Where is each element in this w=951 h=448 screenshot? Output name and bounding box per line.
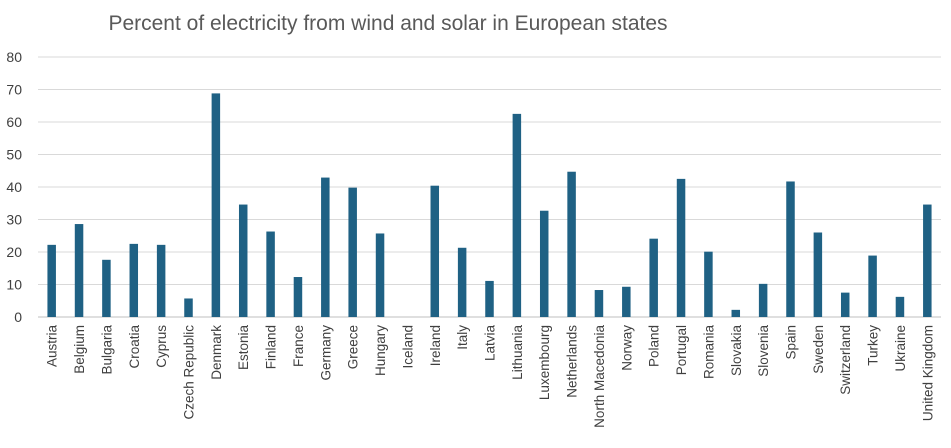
bar-austria: [47, 244, 56, 317]
bar-cyprus: [156, 244, 166, 317]
x-tick-label: United Kingdom: [920, 325, 935, 421]
x-tick-label: Ireland: [428, 325, 443, 366]
bars: [47, 93, 932, 318]
bar-slovakia: [731, 309, 741, 317]
bar-hungary: [375, 233, 385, 317]
x-tick-label: Cyprus: [154, 325, 169, 368]
x-tick-label: France: [291, 325, 306, 367]
x-tick-label: Luxembourg: [537, 325, 552, 400]
x-tick-label: Turkey: [866, 325, 881, 366]
y-tick-label: 10: [6, 277, 22, 293]
chart-title: Percent of electricity from wind and sol…: [108, 12, 668, 35]
bar-slovenia: [758, 283, 768, 317]
x-tick-label: Poland: [647, 325, 662, 367]
y-axis-ticks: 0 10 20 30 40 50 60 70 80: [6, 49, 22, 325]
x-tick-label: Hungary: [373, 325, 388, 376]
bar-lithuania: [512, 113, 522, 317]
x-tick-label: Iceland: [400, 325, 415, 369]
bar-croatia: [129, 243, 139, 317]
bar-turkey: [868, 255, 877, 317]
bar-finland: [266, 231, 275, 317]
x-tick-label: Latvia: [483, 325, 498, 362]
bar-czech-republic: [184, 298, 193, 317]
x-tick-label: Portugal: [674, 325, 689, 375]
x-tick-label: Austria: [45, 325, 60, 368]
x-tick-label: North Macedonia: [592, 325, 607, 428]
bar-portugal: [676, 178, 686, 317]
bar-bulgaria: [102, 259, 111, 317]
y-tick-label: 30: [6, 212, 22, 228]
y-tick-label: 20: [6, 244, 22, 260]
x-axis-ticks: Austria Belgium Bulgaria Croatia Cyprus Czech…: [45, 325, 936, 428]
x-tick-label: Czech Republic: [182, 325, 197, 420]
x-tick-label: Lithuania: [510, 325, 525, 380]
bar-luxembourg: [539, 210, 549, 317]
x-tick-label: Netherlands: [565, 325, 580, 398]
x-tick-label: Romania: [701, 325, 716, 380]
x-tick-label: Norway: [619, 325, 634, 371]
bar-romania: [704, 251, 713, 317]
gridlines: [38, 56, 941, 318]
bar-norway: [622, 286, 631, 317]
x-tick-label: Spain: [784, 325, 799, 360]
x-tick-label: Ukraine: [893, 325, 908, 372]
bar-poland: [649, 238, 658, 317]
bar-switzerland: [840, 292, 850, 317]
bar-latvia: [485, 280, 494, 317]
y-tick-label: 50: [6, 147, 22, 163]
x-tick-label: Greece: [346, 325, 361, 369]
x-tick-label: Denmark: [209, 325, 224, 380]
bar-ukraine: [895, 296, 905, 317]
bar-denmark: [211, 93, 221, 318]
bar-belgium: [74, 224, 84, 317]
x-tick-label: Bulgaria: [99, 325, 114, 375]
y-tick-label: 70: [6, 82, 22, 98]
x-tick-label: Estonia: [236, 325, 251, 371]
x-tick-label: Belgium: [72, 325, 87, 374]
y-tick-label: 0: [14, 309, 22, 325]
bar-united-kingdom: [923, 204, 932, 317]
x-tick-label: Switzerland: [838, 325, 853, 395]
bar-sweden: [813, 232, 823, 317]
x-tick-label: Croatia: [127, 325, 142, 369]
x-tick-label: Slovenia: [756, 325, 771, 377]
bar-ireland: [430, 185, 440, 317]
x-tick-label: Finland: [264, 325, 279, 369]
bar-spain: [786, 181, 795, 317]
bar-italy: [457, 247, 467, 317]
x-tick-label: Slovakia: [729, 325, 744, 377]
bar-germany: [321, 177, 330, 317]
y-tick-label: 40: [6, 179, 22, 195]
bar-north-macedonia: [594, 290, 604, 317]
y-tick-label: 80: [6, 49, 22, 65]
x-tick-label: Italy: [455, 325, 470, 350]
bar-greece: [348, 187, 357, 317]
x-tick-label: Sweden: [811, 325, 826, 374]
y-tick-label: 60: [6, 114, 22, 130]
bar-france: [293, 277, 303, 317]
bar-estonia: [238, 204, 248, 317]
x-tick-label: Germany: [318, 325, 333, 381]
bar-netherlands: [567, 171, 576, 317]
